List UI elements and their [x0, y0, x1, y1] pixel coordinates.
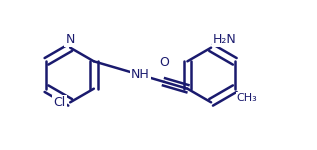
Text: N: N: [66, 33, 75, 46]
Text: O: O: [159, 56, 169, 69]
Text: CH₃: CH₃: [237, 93, 258, 103]
Text: NH: NH: [131, 69, 150, 81]
Text: H₂N: H₂N: [213, 33, 237, 46]
Text: Cl: Cl: [54, 96, 66, 109]
